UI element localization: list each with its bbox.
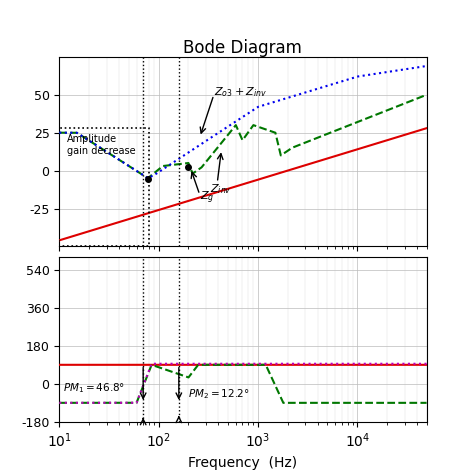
Text: $Z_{inv}$: $Z_{inv}$ (210, 182, 232, 196)
Text: Amplitude
gain decrease: Amplitude gain decrease (67, 134, 136, 156)
Text: $PM_1=46.8°$: $PM_1=46.8°$ (64, 381, 125, 395)
Text: $PM_2=12.2°$: $PM_2=12.2°$ (189, 387, 250, 401)
X-axis label: Frequency  (Hz): Frequency (Hz) (188, 456, 298, 470)
Text: $Z_g$: $Z_g$ (201, 190, 215, 206)
Title: Bode Diagram: Bode Diagram (183, 39, 302, 57)
Text: $Z_{o3}+Z_{inv}$: $Z_{o3}+Z_{inv}$ (214, 85, 267, 99)
